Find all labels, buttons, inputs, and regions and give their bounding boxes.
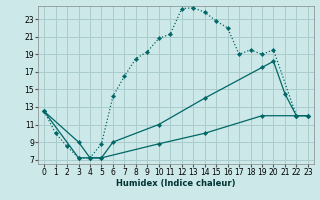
X-axis label: Humidex (Indice chaleur): Humidex (Indice chaleur) (116, 179, 236, 188)
